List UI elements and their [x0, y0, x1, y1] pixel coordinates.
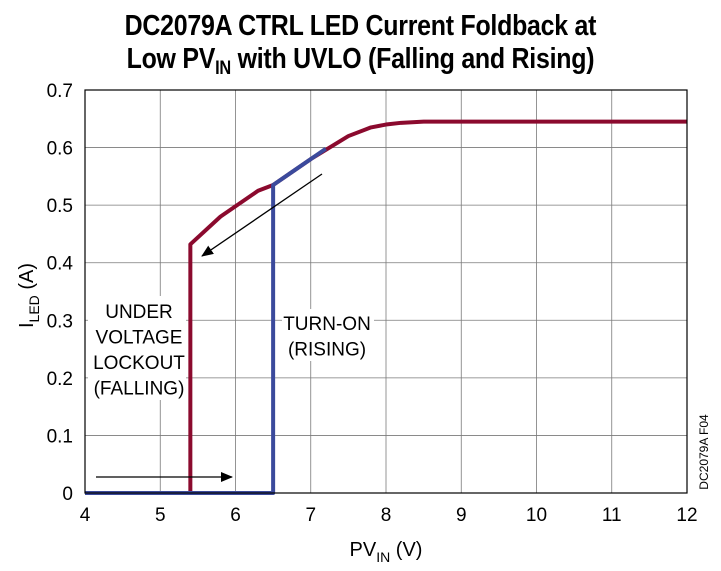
y-tick-label: 0.6 — [47, 139, 73, 160]
x-tick-label: 11 — [602, 505, 622, 526]
rising-annotation-line: (RISING) — [288, 340, 366, 361]
y-tick-label: 0.5 — [47, 196, 73, 217]
y-axis-label: ILED (A) — [16, 263, 42, 328]
falling-annotation-line: VOLTAGE — [96, 328, 183, 349]
y-tick-label: 0.4 — [47, 254, 74, 275]
y-tick-label: 0.1 — [47, 426, 73, 447]
x-tick-label: 9 — [456, 505, 467, 526]
figure-code: DC2079A F04 — [697, 414, 711, 490]
falling-annotation-line: (FALLING) — [94, 379, 185, 400]
plot-frame — [84, 89, 688, 494]
x-tick-label: 10 — [526, 505, 547, 526]
x-tick-label: 5 — [155, 505, 166, 526]
x-axis-label: PVIN (V) — [350, 539, 423, 565]
falling-series-line — [85, 119, 687, 495]
annotations: UNDER VOLTAGE LOCKOUT (FALLING) TURN-ON (RISI… — [93, 173, 371, 482]
y-tick-label: 0 — [62, 484, 73, 505]
falling-annotation-line: UNDER — [105, 302, 173, 323]
falling-annotation-line: LOCKOUT — [93, 353, 185, 374]
chart-title-line-2: Low PVIN with UVLO (Falling and Rising) — [126, 43, 595, 79]
x-tick-label: 4 — [80, 505, 91, 526]
rising-annotation-line: TURN-ON — [283, 314, 371, 335]
y-tick-label: 0.7 — [47, 81, 73, 102]
x-tick-label: 7 — [305, 505, 316, 526]
y-tick-label: 0.2 — [47, 369, 73, 390]
chart-title-line-1: DC2079A CTRL LED Current Foldback at — [124, 10, 597, 42]
tick-labels: 4 5 6 7 8 9 10 11 12 0 0.1 0.2 0.3 0.4 0.5 0.6 0.7 — [47, 81, 698, 526]
grid — [85, 90, 687, 493]
x-tick-label: 8 — [381, 505, 392, 526]
falling-arrow — [201, 173, 323, 257]
y-tick-label: 0.3 — [47, 311, 73, 332]
x-tick-label: 12 — [676, 505, 697, 526]
x-tick-label: 6 — [230, 505, 241, 526]
